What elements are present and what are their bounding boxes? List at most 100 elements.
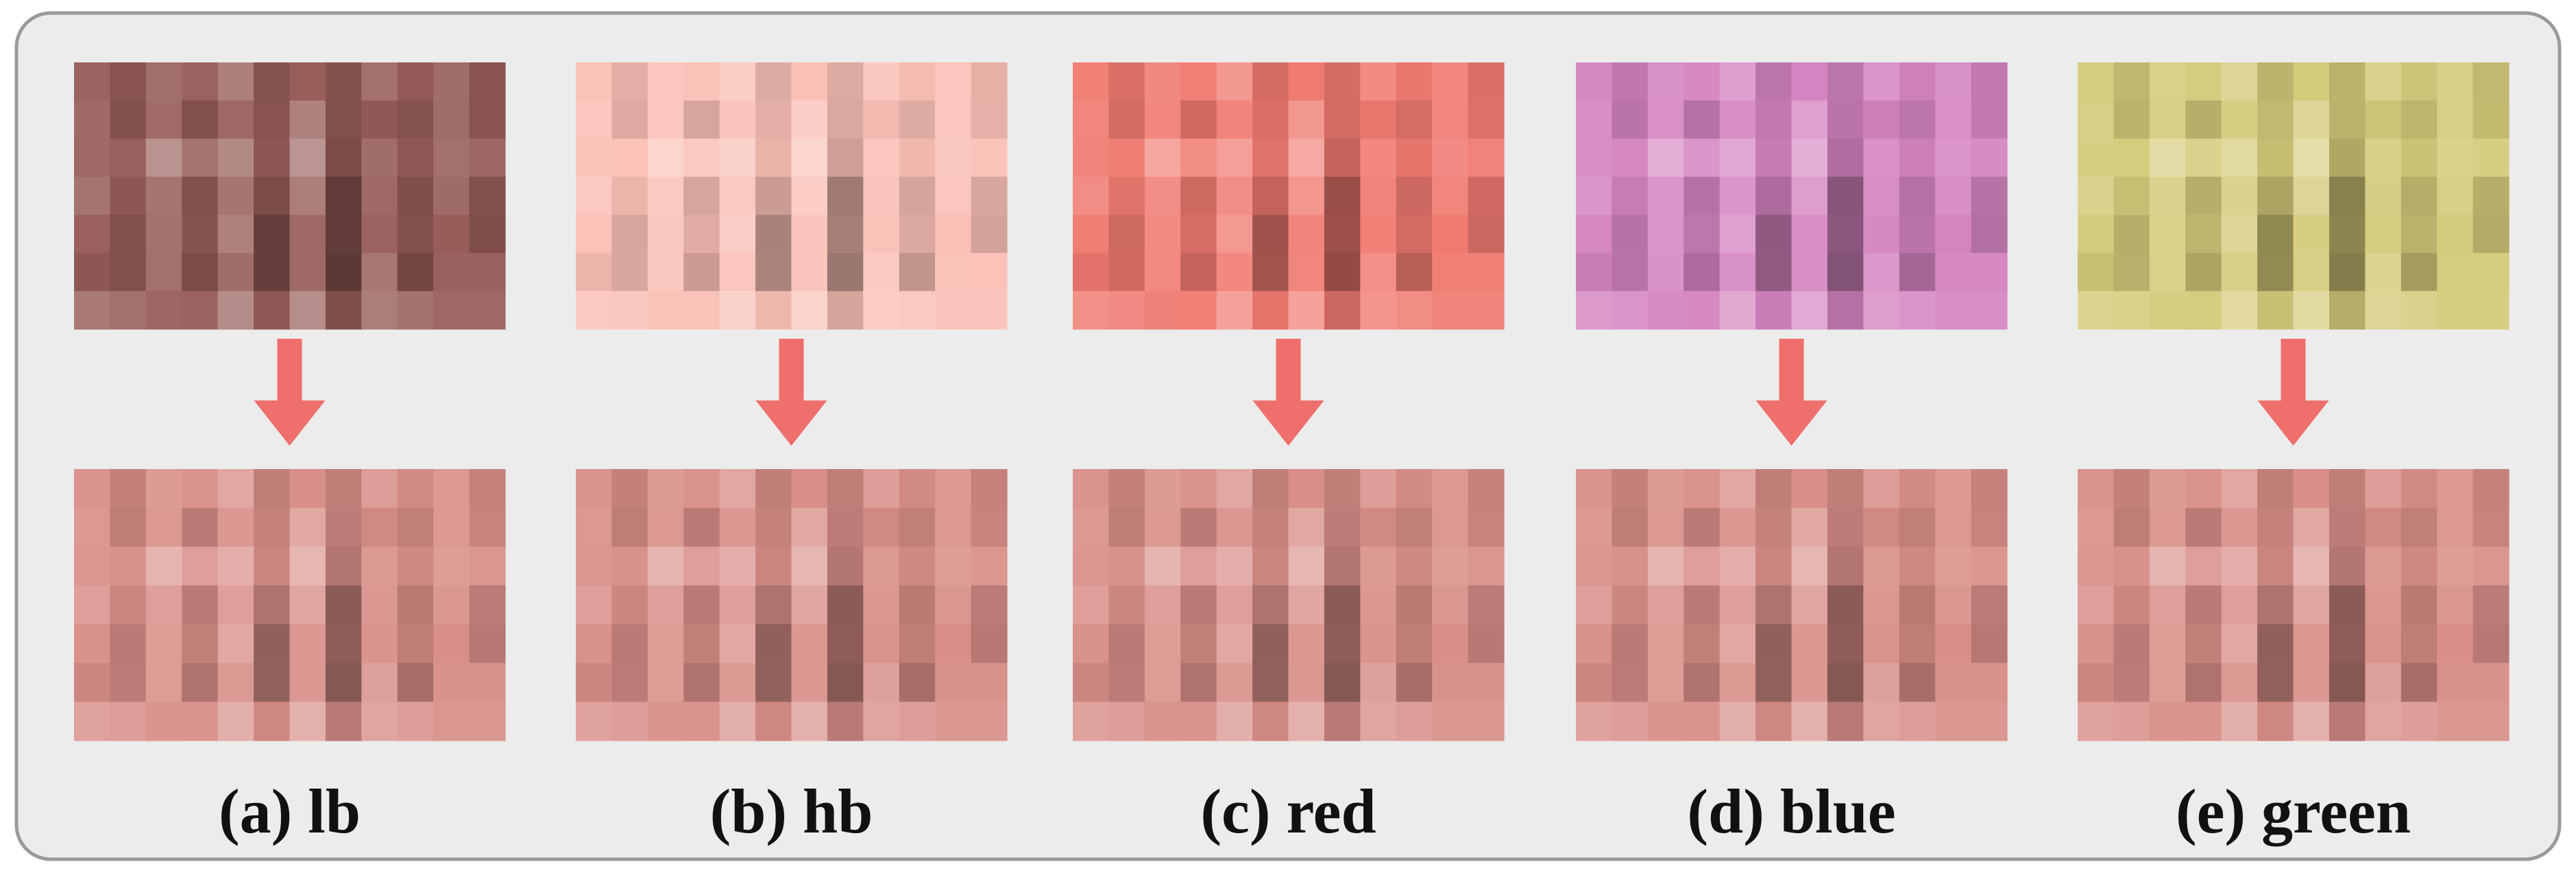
mosaic-cell xyxy=(971,469,1008,509)
mosaic-cell xyxy=(182,585,219,625)
mosaic-cell xyxy=(2078,215,2115,254)
mosaic-cell xyxy=(1899,215,1936,254)
mosaic-cell xyxy=(1863,252,1900,292)
mosaic-cell xyxy=(74,291,111,330)
mosaic-cell xyxy=(1647,662,1684,703)
output-image xyxy=(1073,469,1505,741)
mosaic-cell xyxy=(1791,252,1828,292)
panel-label: (a) lb xyxy=(219,776,361,846)
mosaic-cell xyxy=(827,100,864,139)
mosaic-cell xyxy=(1468,252,1505,292)
mosaic-cell xyxy=(899,176,936,215)
mosaic-cell xyxy=(397,215,434,254)
mosaic-cell xyxy=(2257,62,2294,101)
mosaic-cell xyxy=(1684,252,1721,292)
mosaic-cell xyxy=(719,624,756,664)
mosaic-cell xyxy=(576,62,613,101)
mosaic-cell xyxy=(791,469,828,509)
mosaic-cell xyxy=(2078,662,2115,703)
mosaic-cell xyxy=(2329,624,2366,664)
mosaic-cell xyxy=(469,291,506,330)
mosaic-cell xyxy=(791,662,828,703)
mosaic-cell xyxy=(1468,215,1505,254)
mosaic-cell xyxy=(2329,100,2366,139)
mosaic-cell xyxy=(576,702,613,741)
mosaic-cell xyxy=(1576,215,1613,254)
mosaic-cell xyxy=(1612,507,1649,547)
mosaic-cell xyxy=(2185,547,2222,586)
mosaic-cell xyxy=(1073,624,1110,664)
mosaic-cell xyxy=(1073,662,1110,703)
mosaic-cell xyxy=(791,624,828,664)
panel-label: (b) hb xyxy=(710,776,873,846)
mosaic-cell xyxy=(1324,62,1361,101)
mosaic-cell xyxy=(289,662,326,703)
mosaic-cell xyxy=(611,469,648,509)
mosaic-cell xyxy=(899,585,936,625)
mosaic-cell xyxy=(1719,585,1756,625)
mosaic-cell xyxy=(935,624,972,664)
mosaic-cell xyxy=(1324,215,1361,254)
mosaic-cell xyxy=(1396,139,1433,178)
mosaic-cell xyxy=(1288,585,1325,625)
mosaic-cell xyxy=(2113,624,2150,664)
mosaic-cell xyxy=(433,291,470,330)
mosaic-cell xyxy=(683,547,720,586)
mosaic-cell xyxy=(2401,585,2438,625)
mosaic-cell xyxy=(1180,252,1217,292)
mosaic-cell xyxy=(1755,507,1793,547)
mosaic-cell xyxy=(576,469,613,509)
mosaic-cell xyxy=(1971,100,2008,139)
mosaic-cell xyxy=(1863,139,1900,178)
mosaic-cell xyxy=(647,62,684,101)
mosaic-cell xyxy=(611,662,648,703)
mosaic-cell xyxy=(755,252,792,292)
mosaic-cell xyxy=(217,252,254,292)
mosaic-cell xyxy=(74,176,111,215)
mosaic-cell xyxy=(899,469,936,509)
mosaic-cell xyxy=(683,662,720,703)
mosaic-cell xyxy=(719,585,756,625)
mosaic-cell xyxy=(1935,291,1972,330)
mosaic-cell xyxy=(2437,662,2474,703)
mosaic-cell xyxy=(182,702,219,741)
mosaic-cell xyxy=(2149,702,2186,741)
mosaic-cell xyxy=(683,215,720,254)
mosaic-cell xyxy=(755,702,792,741)
mosaic-cell xyxy=(1684,100,1721,139)
mosaic-cell xyxy=(1216,624,1253,664)
mosaic-cell xyxy=(1791,100,1828,139)
mosaic-cell xyxy=(1684,585,1721,625)
panel-label: (d) blue xyxy=(1687,776,1895,846)
mosaic-cell xyxy=(1324,176,1361,215)
mosaic-cell xyxy=(827,585,864,625)
mosaic-cell xyxy=(971,547,1008,586)
mosaic-cell xyxy=(1827,139,1864,178)
mosaic-cell xyxy=(1684,507,1721,547)
mosaic-cell xyxy=(1719,100,1756,139)
mosaic-cell xyxy=(397,252,434,292)
mosaic-cell xyxy=(2365,252,2402,292)
mosaic-cell xyxy=(182,215,219,254)
mosaic-cell xyxy=(1647,139,1684,178)
mosaic-cell xyxy=(1647,585,1684,625)
mosaic-cell xyxy=(1180,291,1217,330)
mosaic-cell xyxy=(1396,252,1433,292)
mosaic-cell xyxy=(1863,585,1900,625)
mosaic-cell xyxy=(1576,100,1613,139)
mosaic-cell xyxy=(1324,585,1361,625)
arrow-head xyxy=(2257,400,2329,446)
mosaic-cell xyxy=(1324,507,1361,547)
mosaic-cell xyxy=(683,100,720,139)
mosaic-cell xyxy=(1324,469,1361,509)
mosaic-cell xyxy=(899,139,936,178)
mosaic-cell xyxy=(719,547,756,586)
mosaic-cell xyxy=(1073,176,1110,215)
mosaic-cell xyxy=(1144,176,1181,215)
mosaic-cell xyxy=(863,624,900,664)
mosaic-cell xyxy=(1935,252,1972,292)
mosaic-cell xyxy=(863,139,900,178)
mosaic-cell xyxy=(611,215,648,254)
mosaic-cell xyxy=(1288,469,1325,509)
arrow-shaft xyxy=(1779,339,1804,402)
